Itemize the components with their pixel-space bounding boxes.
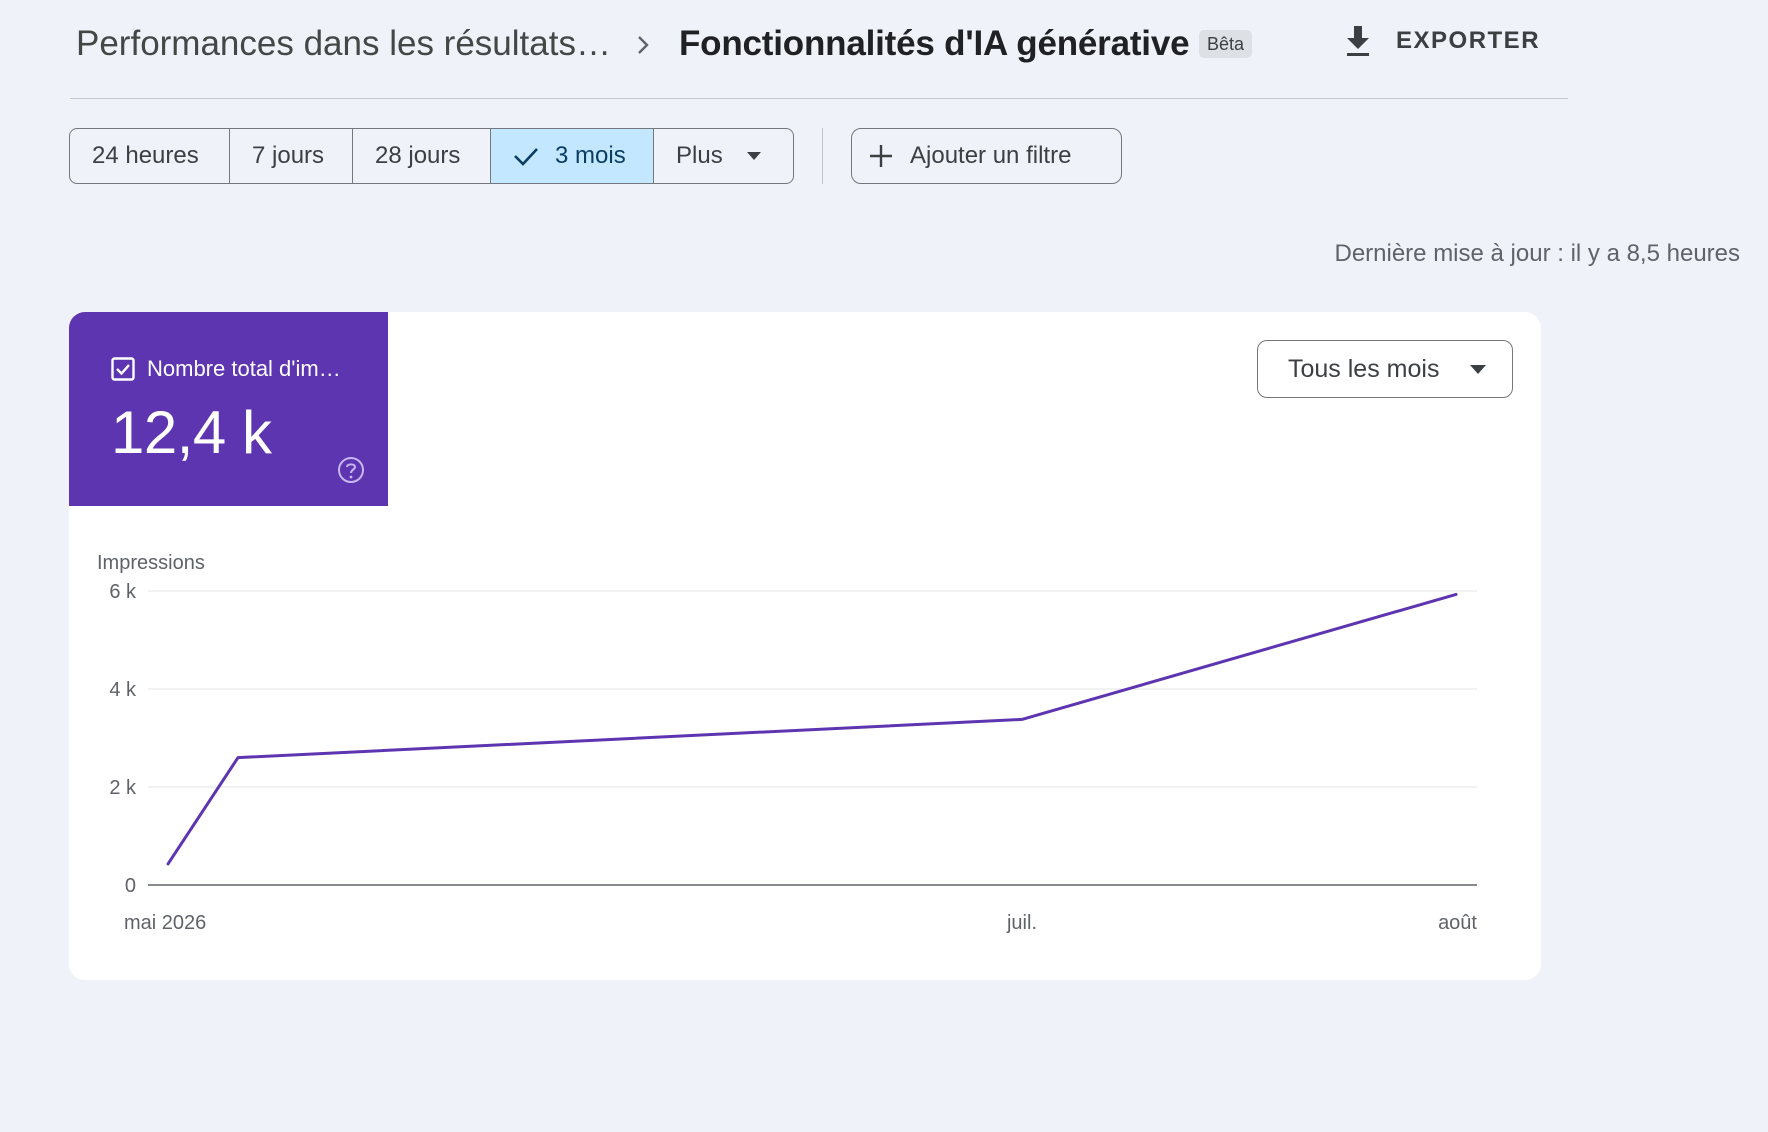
page-header: Performances dans les résultats… Fonctio… [70,0,1568,99]
y-tick-label: 6 k [109,581,137,603]
series-line-impressions [166,592,1458,866]
export-button[interactable]: EXPORTER [1342,18,1540,64]
metric-value: 12,4 k [111,399,272,466]
add-filter-label: Ajouter un filtre [910,142,1072,169]
x-tick-label: mai 2026 [124,912,206,934]
arrow-drop-down-icon [746,152,761,160]
check-icon [514,148,538,166]
toolbar-divider [822,128,823,184]
date-range-more[interactable]: Plus [654,129,793,183]
performance-card: Nombre total d'im… 12,4 k Tous les mois … [69,312,1541,980]
y-tick-label: 0 [125,875,136,897]
y-tick-label: 4 k [109,679,137,701]
metric-tile-impressions[interactable]: Nombre total d'im… 12,4 k [69,312,388,506]
download-icon [1347,26,1369,56]
date-range-more-label: Plus [676,142,723,169]
help-circle-icon[interactable] [337,456,365,484]
x-tick-label: août [1438,912,1477,934]
last-update-text: Dernière mise à jour : il y a 8,5 heures [1334,240,1740,267]
metric-label: Nombre total d'im… [147,356,341,381]
add-filter-button[interactable]: Ajouter un filtre [851,128,1122,184]
plus-icon [870,145,892,167]
date-range-3m-label: 3 mois [555,142,626,169]
impressions-chart: Impressions 0 2 k 4 k 6 k mai 2026 juil. août [97,552,1477,934]
date-range-24h[interactable]: 24 heures [70,129,230,183]
date-range-28d[interactable]: 28 jours [353,129,491,183]
y-tick-label: 2 k [109,777,137,799]
beta-badge: Bêta [1199,30,1253,58]
arrow-drop-down-icon [1470,365,1486,374]
granularity-dropdown[interactable]: Tous les mois [1257,340,1513,398]
date-range-3m[interactable]: 3 mois [491,129,654,183]
granularity-label: Tous les mois [1288,354,1440,383]
page-title: Fonctionnalités d'IA générative [679,24,1190,63]
date-range-7d[interactable]: 7 jours [230,129,353,183]
chevron-right-icon [638,36,649,54]
x-tick-label: juil. [1006,912,1037,934]
breadcrumb-parent[interactable]: Performances dans les résultats… [76,24,611,63]
export-label: EXPORTER [1396,27,1541,54]
y-axis-title: Impressions [97,552,205,574]
date-range-selector: 24 heures 7 jours 28 jours 3 mois Plus [69,128,794,184]
checkbox-checked-icon[interactable] [111,357,135,381]
